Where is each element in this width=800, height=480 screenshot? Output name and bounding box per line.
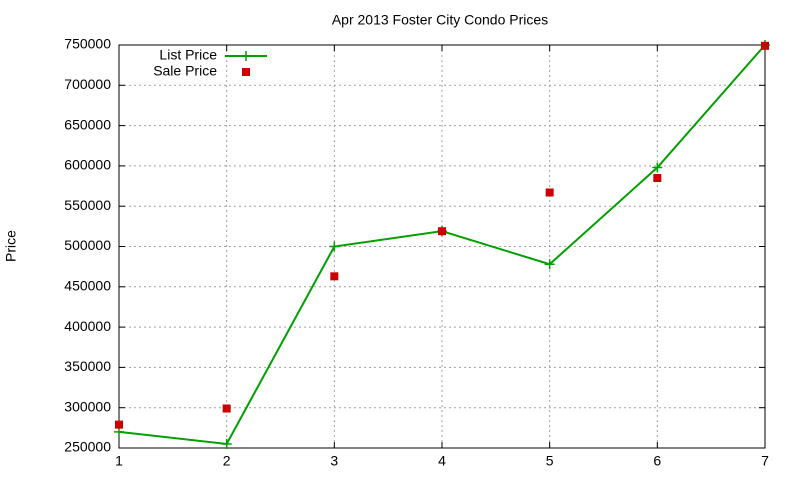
data-point — [115, 420, 123, 429]
x-tick-label: 5 — [546, 453, 554, 469]
series-line — [118, 44, 766, 446]
legend-label: List Price — [159, 47, 217, 63]
data-point — [652, 162, 663, 173]
data-point — [761, 41, 769, 50]
y-tick-label: 350000 — [64, 358, 111, 374]
data-point — [438, 227, 446, 236]
data-point — [222, 404, 231, 413]
x-tick-label: 7 — [761, 453, 769, 469]
y-tick-label: 550000 — [64, 197, 111, 213]
legend-marker — [242, 68, 250, 76]
data-point — [330, 272, 339, 281]
y-axis-label: Price — [3, 230, 19, 262]
y-tick-label: 700000 — [64, 76, 111, 92]
data-point — [544, 259, 555, 270]
data-point — [329, 241, 340, 252]
data-point — [653, 173, 662, 182]
legend-marker — [241, 51, 251, 61]
data-point — [221, 438, 232, 449]
y-tick-label: 600000 — [64, 157, 111, 173]
y-tick-label: 300000 — [64, 398, 111, 414]
data-point — [545, 188, 554, 197]
x-tick-label: 6 — [653, 453, 661, 469]
x-tick-label: 3 — [330, 453, 338, 469]
y-tick-label: 400000 — [64, 318, 111, 334]
x-tick-label: 1 — [115, 453, 123, 469]
chart-title: Apr 2013 Foster City Condo Prices — [332, 12, 548, 28]
y-tick-label: 250000 — [64, 439, 111, 455]
y-tick-label: 450000 — [64, 278, 111, 294]
y-tick-label: 750000 — [64, 36, 111, 52]
x-tick-label: 2 — [223, 453, 231, 469]
legend-label: Sale Price — [153, 63, 217, 79]
y-tick-label: 650000 — [64, 116, 111, 132]
plot-border — [118, 44, 766, 449]
y-tick-label: 500000 — [64, 237, 111, 253]
x-tick-label: 4 — [438, 453, 446, 469]
